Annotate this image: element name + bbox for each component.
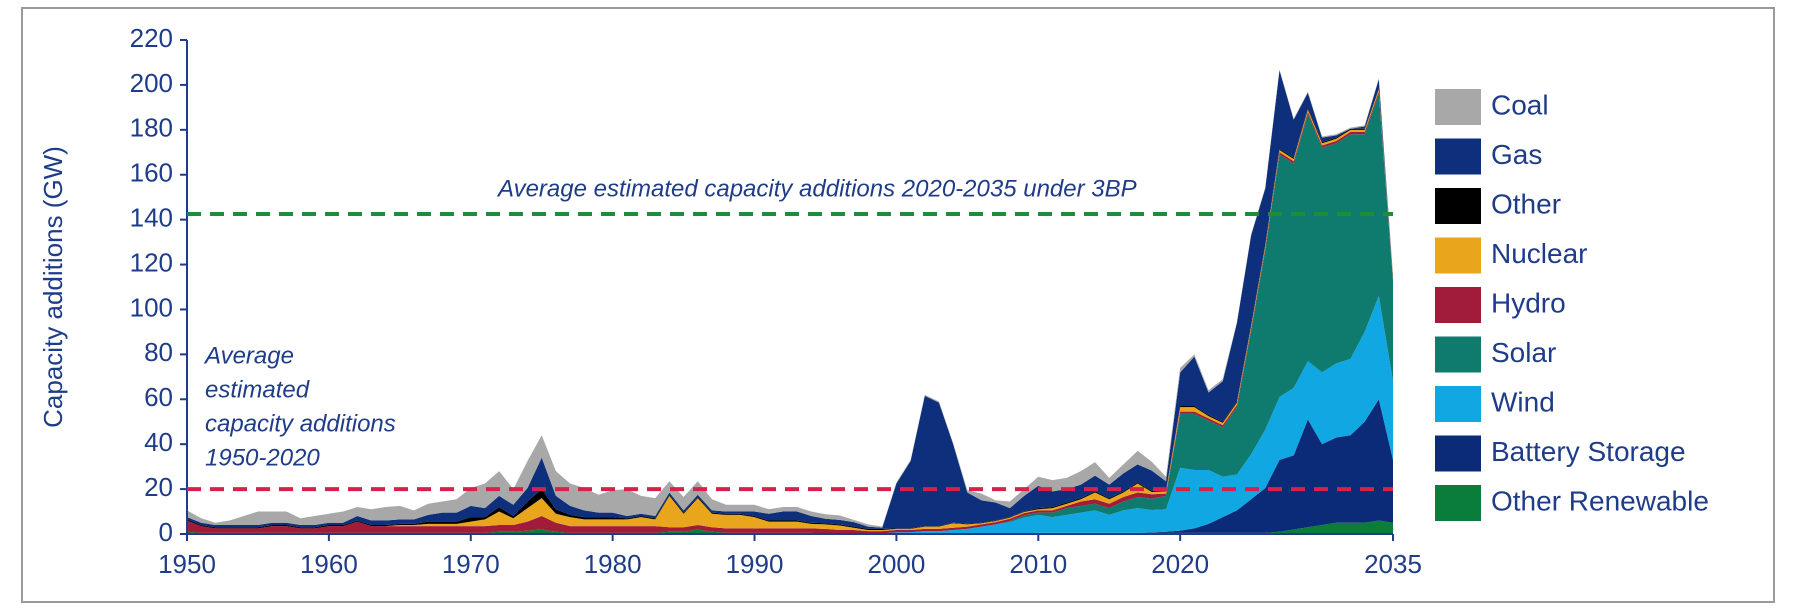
legend-label: Nuclear — [1491, 238, 1587, 269]
area — [187, 520, 1393, 534]
x-tick-label: 2000 — [867, 549, 925, 579]
x-tick-label: 2010 — [1009, 549, 1067, 579]
x-tick-label: 1960 — [300, 549, 358, 579]
y-tick-label: 160 — [130, 158, 173, 188]
x-tick-label: 1990 — [726, 549, 784, 579]
y-tick-label: 100 — [130, 292, 173, 322]
legend-swatch — [1435, 386, 1481, 422]
annotation: Average — [203, 342, 294, 369]
frame — [21, 7, 1775, 603]
x-tick-label: 2035 — [1364, 549, 1422, 579]
area — [187, 93, 1393, 534]
legend-label: Other — [1491, 188, 1561, 219]
y-tick-label: 80 — [144, 337, 173, 367]
legend-swatch — [1435, 485, 1481, 521]
y-tick-label: 60 — [144, 382, 173, 412]
legend-swatch — [1435, 89, 1481, 125]
y-tick-label: 180 — [130, 113, 173, 143]
legend-swatch — [1435, 138, 1481, 175]
legend-label: Gas — [1491, 139, 1542, 170]
x-tick-label: 1980 — [584, 549, 642, 579]
y-axis-title: Capacity additions (GW) — [38, 146, 68, 428]
annotation: 1950-2020 — [205, 444, 320, 471]
legend-label: Coal — [1491, 89, 1549, 120]
y-tick-label: 0 — [159, 517, 173, 547]
legend-label: Hydro — [1491, 287, 1566, 318]
y-tick-label: 220 — [130, 23, 173, 53]
y-tick-label: 40 — [144, 427, 173, 457]
x-tick-label: 1970 — [442, 549, 500, 579]
legend-label: Other Renewable — [1491, 485, 1709, 516]
x-tick-label: 2020 — [1151, 549, 1209, 579]
y-tick-label: 120 — [130, 247, 173, 277]
x-tick-label: 1950 — [158, 549, 216, 579]
legend-swatch — [1435, 188, 1481, 224]
legend-label: Solar — [1491, 337, 1556, 368]
legend-label: Wind — [1491, 386, 1555, 417]
legend-label: Battery Storage — [1491, 436, 1686, 467]
annotation: Average estimated capacity additions 202… — [496, 175, 1137, 202]
y-tick-label: 200 — [130, 68, 173, 98]
legend-swatch — [1435, 237, 1481, 274]
legend-swatch — [1435, 287, 1481, 323]
legend-swatch — [1435, 435, 1481, 472]
y-tick-label: 20 — [144, 472, 173, 502]
legend-swatch — [1435, 336, 1481, 373]
y-tick-label: 140 — [130, 203, 173, 233]
area — [187, 399, 1393, 534]
annotation: estimated — [205, 376, 310, 403]
annotation: capacity additions — [205, 410, 396, 437]
